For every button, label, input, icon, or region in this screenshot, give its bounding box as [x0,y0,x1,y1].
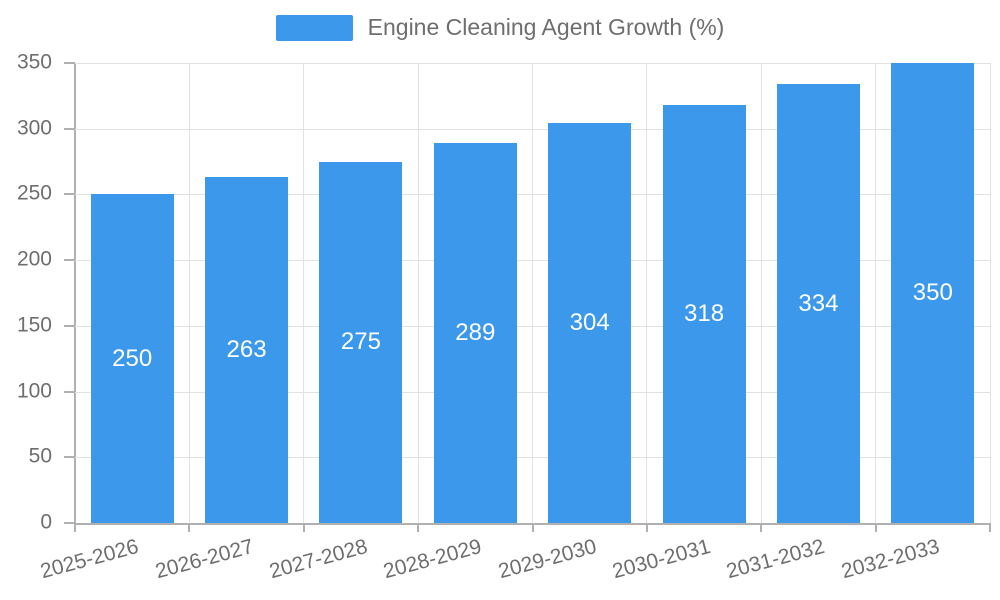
bar-value-label: 334 [798,289,839,317]
bar: 275 [319,161,403,523]
x-axis-tick [645,523,648,532]
gridline-vertical [875,63,877,523]
y-axis-tick [64,324,75,327]
gridline-vertical [188,63,190,523]
y-axis-tick [64,127,75,130]
y-tick-label: 350 [16,50,52,74]
x-axis-tick [302,523,305,532]
x-axis-tick [760,523,763,532]
bar: 334 [776,84,860,523]
y-tick-label: 100 [16,379,52,403]
y-tick-label: 150 [16,313,52,337]
y-axis-tick [64,259,75,262]
gridline-vertical [760,63,762,523]
bar-value-label: 289 [455,319,496,347]
y-tick-label: 300 [16,116,52,140]
y-tick-label: 50 [28,444,52,468]
y-axis-tick [64,522,75,524]
legend[interactable]: Engine Cleaning Agent Growth (%) [0,14,1000,41]
x-axis-tick [74,523,76,532]
y-tick-label: 200 [16,247,52,271]
legend-swatch [275,14,353,41]
bar-value-label: 263 [226,336,267,364]
legend-label: Engine Cleaning Agent Growth (%) [367,14,725,40]
bar-value-label: 304 [569,309,610,337]
x-axis-tick [989,523,991,532]
x-axis-tick [188,523,191,532]
gridline-vertical [532,63,533,523]
bar: 250 [90,194,174,523]
x-axis-tick [417,523,420,532]
gridline-vertical [646,63,648,523]
gridline-vertical [417,63,419,523]
y-axis-tick [64,62,75,64]
bar: 304 [548,123,632,523]
bar-value-label: 250 [112,344,153,372]
gridline-vertical [303,63,305,523]
bar: 318 [662,105,746,523]
y-axis-tick [64,390,75,393]
x-axis-tick [531,523,534,532]
bar: 263 [205,177,289,523]
bar: 350 [891,63,975,523]
y-axis-tick [64,456,75,459]
bar-value-label: 318 [684,300,725,328]
y-axis-line [74,63,76,523]
y-tick-label: 250 [16,181,52,205]
bar-value-label: 275 [340,328,381,356]
y-tick-label: 0 [40,510,52,534]
bar: 289 [433,143,517,523]
plot-area: 250 263 275 289 304 318 334 350 [64,62,991,532]
bar-value-label: 350 [912,279,953,306]
gridline-vertical [989,63,991,523]
x-axis-tick [874,523,877,532]
y-axis-tick [64,193,75,196]
